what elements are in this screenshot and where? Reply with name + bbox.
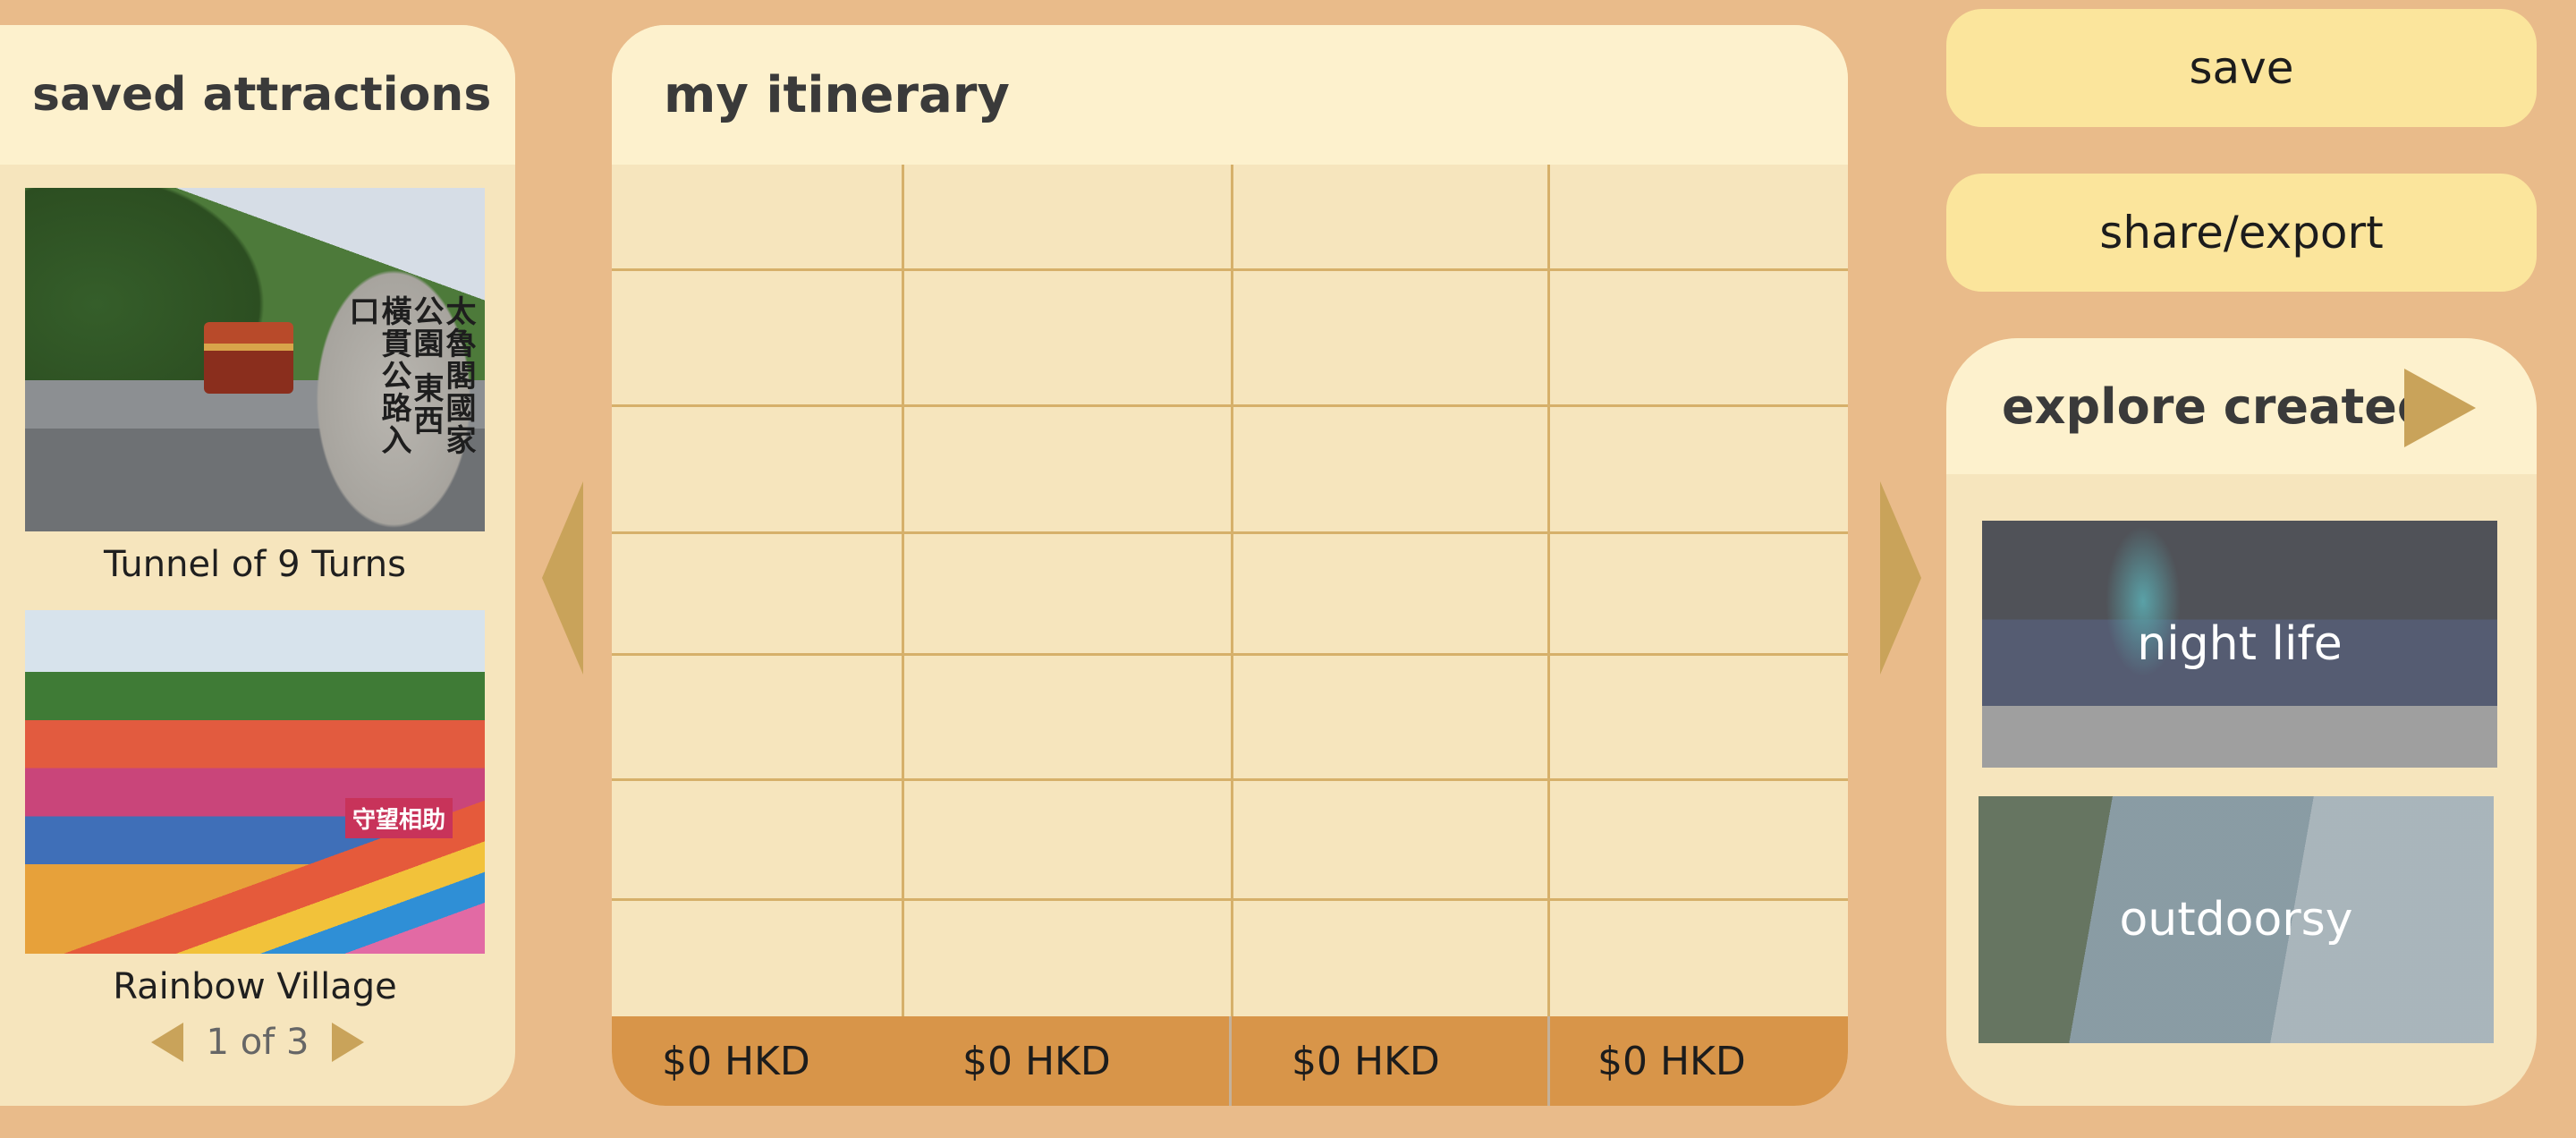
- explore-tile-night-life[interactable]: night life: [1982, 521, 2497, 768]
- cost-divider: [1229, 1016, 1232, 1106]
- day-cost: $0 HKD: [662, 1016, 810, 1106]
- pager-label: 1 of 3: [207, 1022, 309, 1063]
- stone-inscription: 太魯閣國家公園 東西橫貫公路入口: [340, 295, 474, 465]
- grid-row-divider: [612, 898, 1848, 901]
- itinerary-title: my itinerary: [612, 25, 1848, 165]
- day-cost: $0 HKD: [1292, 1016, 1440, 1106]
- play-arrow-icon[interactable]: [2404, 369, 2476, 447]
- save-button[interactable]: save: [1946, 9, 2537, 127]
- explore-tile-label: outdoorsy: [2119, 893, 2352, 947]
- wall-sign: 守望相助: [345, 798, 453, 838]
- grid-row-divider: [612, 531, 1848, 534]
- itinerary-next-arrow-icon[interactable]: [1880, 481, 1921, 675]
- day-cost: $0 HKD: [1597, 1016, 1746, 1106]
- attraction-name: Tunnel of 9 Turns: [25, 544, 485, 585]
- grid-column-divider: [902, 165, 904, 1041]
- grid-row-divider: [612, 653, 1848, 656]
- day-cost: $0 HKD: [962, 1016, 1111, 1106]
- grid-column-divider: [1231, 165, 1233, 1041]
- grid-column-divider: [1547, 165, 1550, 1041]
- saved-attractions-title: saved attractions: [0, 25, 515, 165]
- grid-row-divider: [612, 778, 1848, 781]
- explore-tile-outdoorsy[interactable]: outdoorsy: [1979, 796, 2494, 1043]
- attraction-photo[interactable]: 守望相助: [25, 610, 485, 954]
- saved-pager: 1 of 3: [0, 1022, 515, 1063]
- itinerary-prev-arrow-icon[interactable]: [542, 481, 583, 675]
- itinerary-panel: my itinerary $0 HKD $0 HKD $0 HKD $0 HKD: [612, 25, 1848, 1106]
- attraction-card-tunnel-of-9-turns[interactable]: 太魯閣國家公園 東西橫貫公路入口 Tunnel of 9 Turns: [25, 188, 485, 585]
- attraction-card-rainbow-village[interactable]: 守望相助 Rainbow Village: [25, 610, 485, 1007]
- attraction-photo[interactable]: 太魯閣國家公園 東西橫貫公路入口: [25, 188, 485, 531]
- grid-row-divider: [612, 404, 1848, 407]
- explore-created-panel: explore created night life outdoorsy: [1946, 338, 2537, 1106]
- daily-cost-row: $0 HKD $0 HKD $0 HKD $0 HKD: [612, 1016, 1848, 1106]
- pager-next-icon[interactable]: [332, 1023, 364, 1062]
- explore-tile-label: night life: [2137, 617, 2342, 671]
- cost-divider: [1547, 1016, 1550, 1106]
- itinerary-grid[interactable]: [612, 165, 1848, 1041]
- attraction-name: Rainbow Village: [25, 966, 485, 1007]
- share-export-button[interactable]: share/export: [1946, 174, 2537, 292]
- saved-attractions-panel: saved attractions 太魯閣國家公園 東西橫貫公路入口 Tunne…: [0, 25, 515, 1106]
- pager-prev-icon[interactable]: [151, 1023, 183, 1062]
- gate-illustration: [204, 322, 293, 394]
- grid-row-divider: [612, 268, 1848, 271]
